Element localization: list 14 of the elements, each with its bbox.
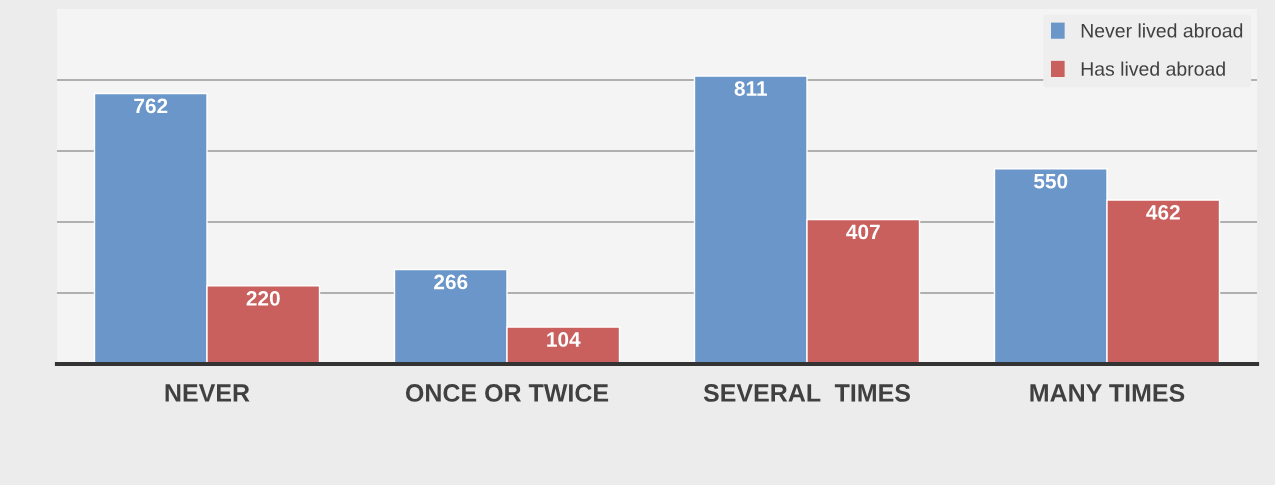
x-tick-label: NEVER — [165, 384, 250, 402]
legend-label: Has lived abroad — [1081, 61, 1225, 76]
x-tick-label: MANY TIMES — [1030, 384, 1185, 402]
x-tick-label: SEVERAL TIMES — [703, 384, 910, 402]
data-label: 462 — [1146, 205, 1180, 220]
data-label: 220 — [246, 290, 280, 306]
data-label: 407 — [846, 224, 880, 240]
x-tick-label: ONCE OR TWICE — [405, 384, 609, 402]
legend-label: Never lived abroad — [1081, 23, 1243, 38]
data-label: 104 — [547, 332, 581, 347]
data-label: 762 — [134, 98, 168, 114]
data-label: 811 — [734, 81, 767, 96]
data-label: 550 — [1034, 173, 1068, 189]
data-label: 266 — [434, 274, 468, 290]
